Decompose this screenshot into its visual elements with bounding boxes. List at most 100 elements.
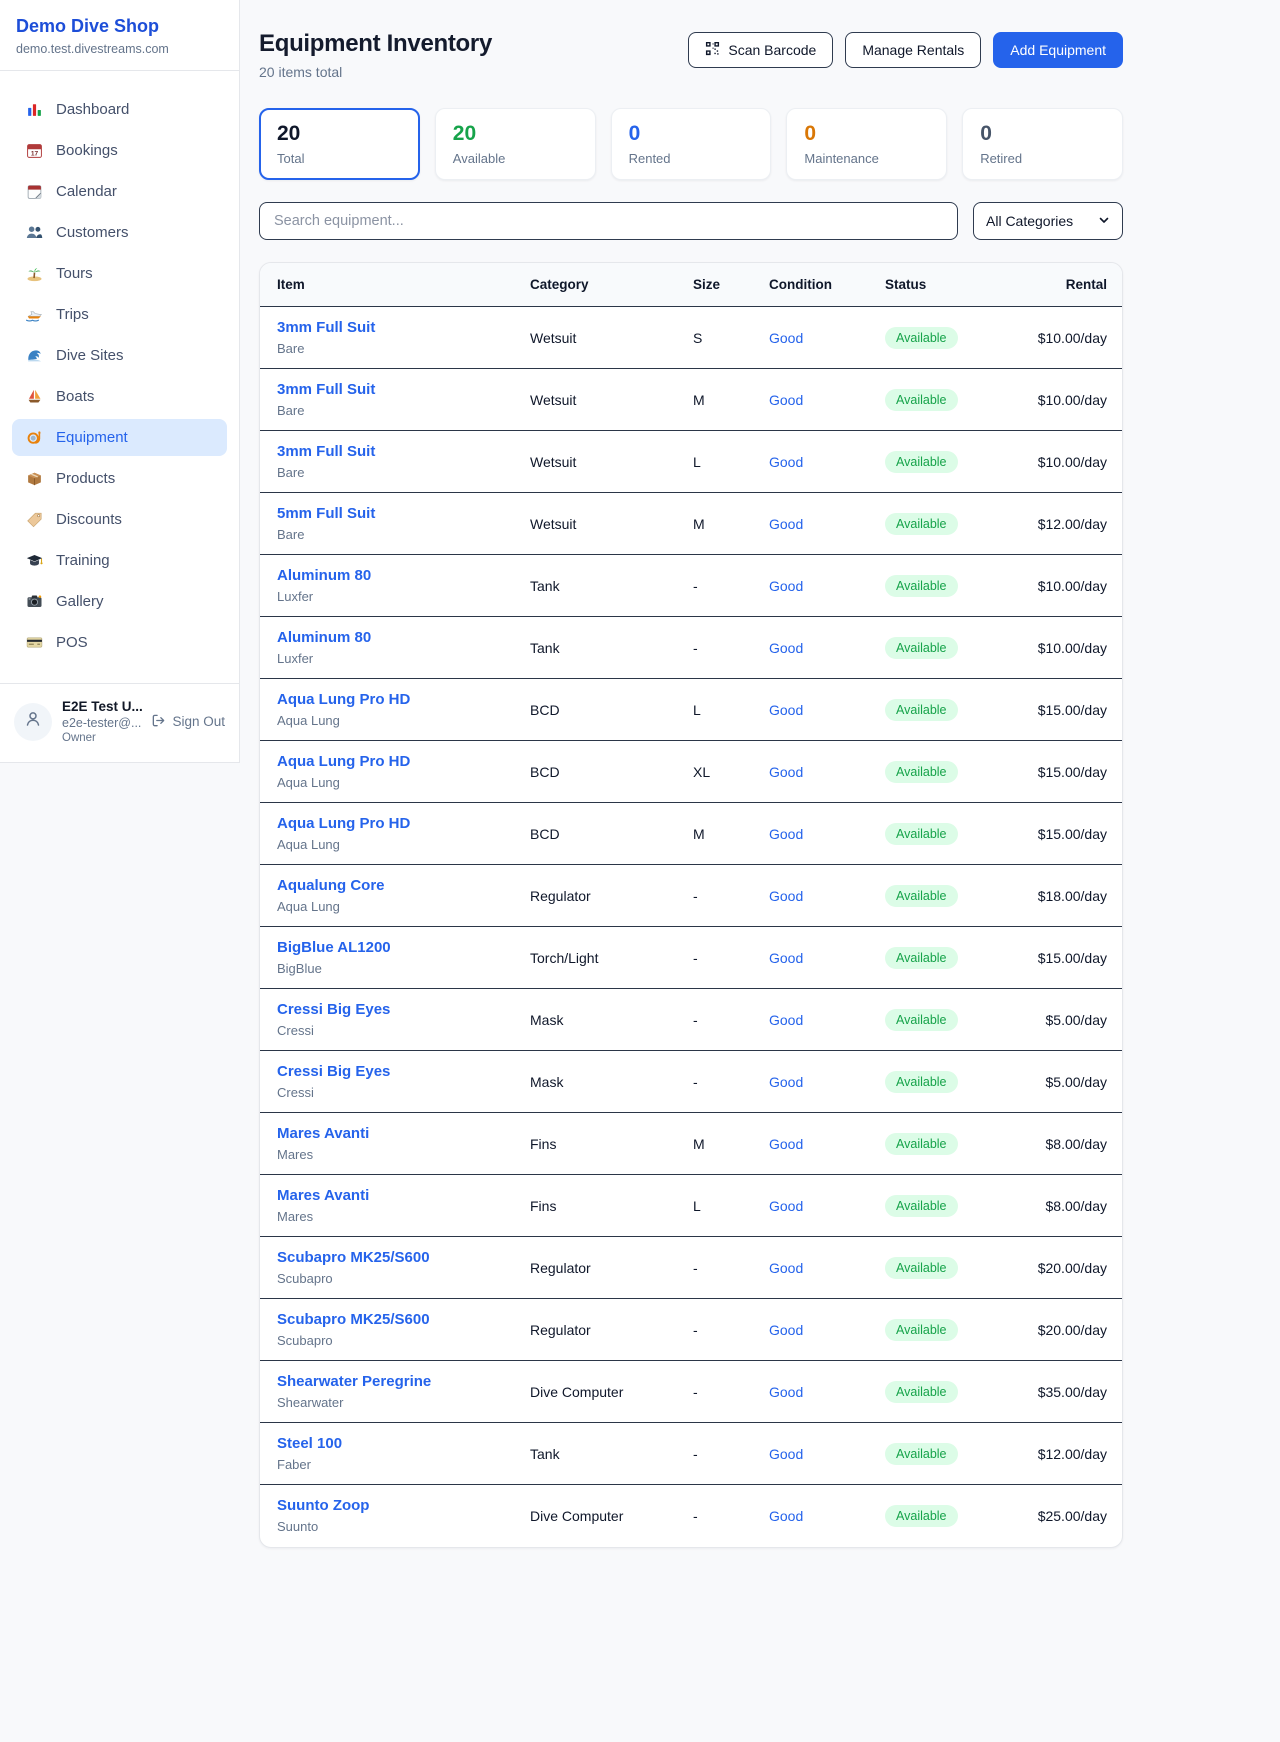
sidebar-item-training[interactable]: Training bbox=[12, 542, 227, 579]
item-name-link[interactable]: Aqualung Core bbox=[277, 877, 385, 894]
manage-rentals-button[interactable]: Manage Rentals bbox=[845, 32, 982, 68]
manage-rentals-label: Manage Rentals bbox=[862, 42, 965, 58]
status-badge: Available bbox=[885, 884, 958, 907]
item-category: Wetsuit bbox=[522, 368, 685, 431]
item-condition[interactable]: Good bbox=[761, 492, 877, 555]
add-equipment-button[interactable]: Add Equipment bbox=[993, 32, 1123, 68]
item-condition[interactable]: Good bbox=[761, 368, 877, 431]
sidebar-item-tours[interactable]: Tours bbox=[12, 255, 227, 292]
item-size: - bbox=[685, 864, 761, 927]
item-category: BCD bbox=[522, 740, 685, 803]
item-condition[interactable]: Good bbox=[761, 1174, 877, 1237]
item-size: S bbox=[685, 306, 761, 369]
sidebar-item-label: Gallery bbox=[56, 593, 104, 610]
sidebar-item-products[interactable]: Products bbox=[12, 460, 227, 497]
table-row: Aqua Lung Pro HD Aqua Lung BCD XL Good A… bbox=[260, 740, 1122, 803]
status-badge: Available bbox=[885, 1256, 958, 1279]
sidebar-item-equipment[interactable]: Equipment bbox=[12, 419, 227, 456]
item-condition[interactable]: Good bbox=[761, 1050, 877, 1113]
status-badge: Available bbox=[885, 1194, 958, 1217]
item-rental: $15.00/day bbox=[1024, 740, 1122, 803]
item-condition[interactable]: Good bbox=[761, 802, 877, 865]
stat-card-available[interactable]: 20 Available bbox=[434, 108, 596, 180]
item-name-link[interactable]: Cressi Big Eyes bbox=[277, 1063, 391, 1080]
sidebar-item-boats[interactable]: Boats bbox=[12, 378, 227, 415]
sidebar-item-dashboard[interactable]: Dashboard bbox=[12, 91, 227, 128]
sidebar-item-gallery[interactable]: Gallery bbox=[12, 583, 227, 620]
item-brand: Mares bbox=[277, 1209, 314, 1224]
item-name-link[interactable]: 3mm Full Suit bbox=[277, 443, 376, 460]
search-input[interactable] bbox=[259, 202, 958, 240]
stat-value: 0 bbox=[804, 122, 817, 145]
item-name-link[interactable]: 3mm Full Suit bbox=[277, 381, 376, 398]
sidebar-item-label: Boats bbox=[56, 388, 95, 405]
item-condition[interactable]: Good bbox=[761, 1360, 877, 1423]
two-people-icon bbox=[26, 224, 43, 241]
item-name-link[interactable]: Aqua Lung Pro HD bbox=[277, 753, 411, 770]
item-name-link[interactable]: Mares Avanti bbox=[277, 1187, 370, 1204]
item-rental: $8.00/day bbox=[1024, 1174, 1122, 1237]
item-condition[interactable]: Good bbox=[761, 554, 877, 617]
item-name-link[interactable]: BigBlue AL1200 bbox=[277, 939, 391, 956]
item-condition[interactable]: Good bbox=[761, 306, 877, 369]
item-category: Regulator bbox=[522, 864, 685, 927]
category-select[interactable]: All Categories bbox=[973, 202, 1123, 240]
stat-card-total[interactable]: 20 Total bbox=[259, 108, 420, 180]
item-name-link[interactable]: Scubapro MK25/S600 bbox=[277, 1249, 430, 1266]
item-category: BCD bbox=[522, 802, 685, 865]
item-name-link[interactable]: 5mm Full Suit bbox=[277, 505, 376, 522]
item-name-link[interactable]: Aqua Lung Pro HD bbox=[277, 691, 411, 708]
item-name-link[interactable]: Suunto Zoop bbox=[277, 1497, 370, 1515]
item-brand: Scubapro bbox=[277, 1333, 333, 1348]
item-rental: $12.00/day bbox=[1024, 1422, 1122, 1485]
item-name-link[interactable]: Mares Avanti bbox=[277, 1125, 370, 1142]
item-name-link[interactable]: Aluminum 80 bbox=[277, 629, 372, 646]
stat-label: Retired bbox=[980, 151, 1023, 166]
sidebar-item-trips[interactable]: Trips bbox=[12, 296, 227, 333]
sidebar-item-bookings[interactable]: 17 Bookings bbox=[12, 132, 227, 169]
item-name-link[interactable]: Shearwater Peregrine bbox=[277, 1373, 432, 1390]
item-name-link[interactable]: Aluminum 80 bbox=[277, 567, 372, 584]
camera-icon bbox=[26, 593, 43, 610]
item-category: Mask bbox=[522, 988, 685, 1051]
item-brand: Scubapro bbox=[277, 1271, 333, 1286]
item-condition[interactable]: Good bbox=[761, 678, 877, 741]
column-header-status: Status bbox=[877, 263, 1024, 307]
item-name-link[interactable]: 3mm Full Suit bbox=[277, 319, 376, 336]
item-condition[interactable]: Good bbox=[761, 864, 877, 927]
item-condition[interactable]: Good bbox=[761, 430, 877, 493]
item-name-link[interactable]: Cressi Big Eyes bbox=[277, 1001, 391, 1018]
item-condition[interactable]: Good bbox=[761, 616, 877, 679]
item-condition[interactable]: Good bbox=[761, 1112, 877, 1175]
brand-name[interactable]: Demo Dive Shop bbox=[16, 16, 160, 36]
stat-card-maintenance[interactable]: 0 Maintenance bbox=[786, 108, 948, 180]
sidebar: Demo Dive Shop demo.test.divestreams.com… bbox=[0, 0, 240, 763]
item-rental: $15.00/day bbox=[1024, 926, 1122, 989]
item-condition[interactable]: Good bbox=[761, 988, 877, 1051]
item-condition[interactable]: Good bbox=[769, 1507, 804, 1524]
item-name-link[interactable]: Steel 100 bbox=[277, 1435, 343, 1452]
scan-barcode-button[interactable]: Scan Barcode bbox=[688, 32, 834, 68]
sidebar-item-dive-sites[interactable]: Dive Sites bbox=[12, 337, 227, 374]
item-category: Torch/Light bbox=[522, 926, 685, 989]
item-size: L bbox=[685, 1174, 761, 1237]
item-name-link[interactable]: Aqua Lung Pro HD bbox=[277, 815, 411, 832]
sidebar-item-pos[interactable]: POS bbox=[12, 624, 227, 661]
item-category: Wetsuit bbox=[522, 430, 685, 493]
sign-out-button[interactable]: Sign Out bbox=[151, 713, 225, 731]
sidebar-item-discounts[interactable]: Discounts bbox=[12, 501, 227, 538]
sidebar-item-customers[interactable]: Customers bbox=[12, 214, 227, 251]
stat-value: 20 bbox=[452, 122, 477, 145]
sidebar-item-calendar[interactable]: Calendar bbox=[12, 173, 227, 210]
item-condition[interactable]: Good bbox=[761, 740, 877, 803]
stat-label: Rented bbox=[628, 151, 671, 166]
item-name-link[interactable]: Scubapro MK25/S600 bbox=[277, 1311, 430, 1328]
stat-value: 0 bbox=[628, 122, 641, 145]
stat-card-retired[interactable]: 0 Retired bbox=[962, 108, 1123, 180]
item-condition[interactable]: Good bbox=[761, 926, 877, 989]
item-condition[interactable]: Good bbox=[761, 1236, 877, 1299]
stat-card-rented[interactable]: 0 Rented bbox=[610, 108, 772, 180]
sidebar-item-label: Bookings bbox=[56, 142, 118, 159]
item-condition[interactable]: Good bbox=[761, 1298, 877, 1361]
item-condition[interactable]: Good bbox=[761, 1422, 877, 1485]
